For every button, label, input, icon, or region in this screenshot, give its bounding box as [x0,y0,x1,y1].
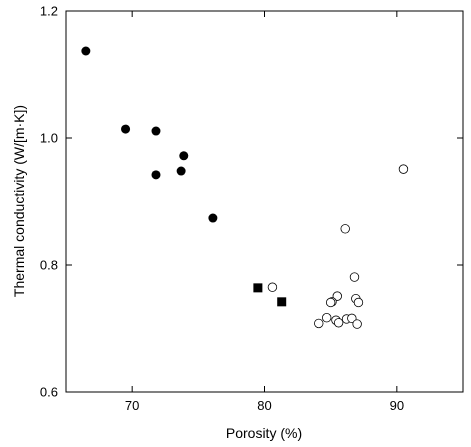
y-tick-label: 1.2 [40,4,58,19]
axis-ticks [66,10,463,393]
data-point-open-circle [398,164,409,174]
data-point-filled-circle [151,126,161,136]
plot-frame [65,10,464,393]
data-point-open-circle [321,313,332,323]
data-point-square [253,283,263,293]
x-axis-title: Porosity (%) [226,425,302,441]
data-point-filled-circle [176,166,186,176]
data-point-filled-circle [121,124,131,134]
data-point-filled-circle [208,213,218,223]
data-point-open-circle [332,291,342,301]
y-tick-label: 0.6 [40,385,58,400]
x-tick-label: 80 [257,398,271,413]
data-point-open-circle [340,224,350,234]
data-point-open-circle [353,297,364,308]
data-point-filled-circle [151,170,161,180]
data-point-open-circle [347,313,357,324]
data-point-open-circle [352,319,362,329]
x-tick-label: 70 [125,398,139,413]
x-tick-label: 90 [390,398,404,413]
data-point-filled-circle [179,151,189,161]
data-point-filled-circle [81,46,91,56]
data-point-open-circle [325,297,336,308]
data-point-open-circle [349,272,360,282]
data-point-open-circle [314,318,324,329]
y-tick-label: 0.8 [40,258,58,273]
data-point-open-circle [333,318,344,328]
data-points [81,46,409,329]
y-tick-label: 1.0 [40,131,58,146]
y-axis-title: Thermal conductivity (W/[m·K]) [11,105,27,297]
data-point-open-circle [267,282,278,292]
data-point-square [277,297,287,307]
tick-labels: 70 80 90 0.6 0.8 1.0 1.2 [40,4,404,414]
